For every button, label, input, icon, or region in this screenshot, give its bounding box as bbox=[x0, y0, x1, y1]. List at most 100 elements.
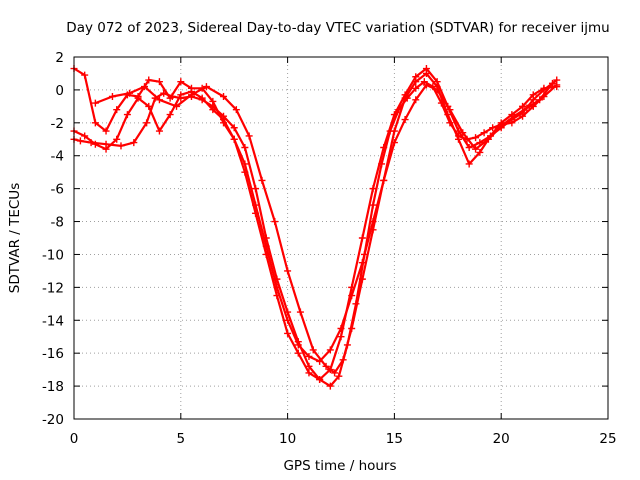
data-point-marker bbox=[271, 218, 279, 226]
data-point-marker bbox=[245, 132, 253, 140]
data-point-marker bbox=[380, 144, 388, 151]
data-point-marker bbox=[220, 119, 228, 127]
data-point-marker bbox=[390, 111, 398, 119]
data-point-marker bbox=[241, 144, 249, 151]
data-point-marker bbox=[177, 78, 185, 86]
data-point-marker bbox=[123, 111, 131, 119]
x-tick-label: 0 bbox=[70, 431, 79, 447]
data-point-marker bbox=[519, 102, 527, 110]
data-point-marker bbox=[309, 346, 317, 354]
data-point-marker bbox=[358, 259, 366, 267]
data-point-marker bbox=[523, 104, 531, 112]
data-point-marker bbox=[258, 176, 266, 184]
series-line bbox=[72, 67, 558, 381]
data-point-marker bbox=[358, 275, 366, 283]
data-point-marker bbox=[155, 96, 163, 104]
x-tick-label: 25 bbox=[599, 431, 616, 447]
series-line bbox=[94, 82, 554, 374]
x-tick-label: 10 bbox=[279, 431, 296, 447]
data-point-marker bbox=[241, 160, 249, 168]
data-point-marker bbox=[390, 139, 398, 147]
data-point-marker bbox=[465, 144, 473, 151]
data-point-marker bbox=[305, 369, 313, 377]
data-point-marker bbox=[145, 102, 153, 110]
data-point-marker bbox=[444, 111, 452, 119]
y-tick-label: -4 bbox=[51, 149, 64, 165]
data-point-marker bbox=[273, 283, 281, 291]
data-point-marker bbox=[166, 94, 174, 102]
data-point-marker bbox=[187, 84, 195, 92]
data-point-marker bbox=[155, 127, 163, 135]
data-point-marker bbox=[284, 329, 292, 337]
data-point-marker bbox=[326, 382, 334, 390]
data-point-marker bbox=[91, 99, 99, 107]
data-point-marker bbox=[316, 376, 324, 384]
y-tick-label: -14 bbox=[42, 313, 64, 329]
data-point-marker bbox=[230, 135, 238, 143]
data-point-marker bbox=[76, 137, 84, 145]
data-point-marker bbox=[91, 140, 99, 148]
data-point-marker bbox=[339, 356, 347, 364]
data-point-marker bbox=[348, 292, 356, 300]
data-point-marker bbox=[140, 83, 148, 91]
y-axis-label: SDTVAR / TECUs bbox=[7, 183, 23, 293]
chart-title: Day 072 of 2023, Sidereal Day-to-day VTE… bbox=[66, 20, 609, 36]
data-point-marker bbox=[294, 341, 302, 349]
data-point-marker bbox=[446, 106, 454, 114]
series-line bbox=[72, 67, 558, 363]
x-tick-label: 20 bbox=[493, 431, 510, 447]
data-point-marker bbox=[108, 92, 116, 100]
data-point-marker bbox=[337, 325, 345, 332]
series-satellite-track-a bbox=[70, 78, 561, 390]
data-point-marker bbox=[173, 102, 181, 110]
data-point-marker bbox=[209, 106, 217, 114]
x-tick-label: 5 bbox=[177, 431, 186, 447]
data-point-marker bbox=[510, 112, 518, 120]
data-point-marker bbox=[252, 185, 260, 193]
data-point-marker bbox=[143, 119, 151, 127]
data-point-marker bbox=[232, 106, 240, 114]
data-point-marker bbox=[422, 69, 430, 77]
data-point-marker bbox=[480, 129, 488, 137]
data-point-marker bbox=[134, 92, 142, 100]
grid bbox=[74, 57, 608, 419]
data-point-marker bbox=[358, 234, 366, 242]
data-point-marker bbox=[294, 349, 302, 357]
data-series bbox=[70, 65, 561, 390]
data-point-marker bbox=[553, 76, 561, 84]
y-tick-label: -2 bbox=[51, 116, 64, 132]
data-point-marker bbox=[230, 124, 238, 132]
y-tick-label: 2 bbox=[55, 50, 64, 66]
series-line bbox=[72, 80, 558, 388]
data-point-marker bbox=[459, 129, 467, 137]
data-point-marker bbox=[335, 372, 343, 380]
data-point-marker bbox=[322, 362, 330, 370]
x-axis-label: GPS time / hours bbox=[283, 458, 396, 474]
data-point-marker bbox=[331, 369, 339, 377]
data-point-marker bbox=[284, 316, 292, 324]
data-point-marker bbox=[536, 96, 544, 104]
data-point-marker bbox=[102, 127, 110, 135]
data-point-marker bbox=[489, 124, 497, 132]
data-point-marker bbox=[548, 79, 556, 87]
y-tick-label: -20 bbox=[42, 412, 64, 428]
data-point-marker bbox=[81, 71, 89, 79]
data-point-marker bbox=[390, 127, 398, 135]
data-point-marker bbox=[380, 176, 388, 184]
data-point-marker bbox=[497, 122, 505, 130]
data-point-marker bbox=[220, 92, 228, 100]
data-point-marker bbox=[113, 106, 121, 114]
plot-frame bbox=[73, 56, 609, 420]
data-point-marker bbox=[412, 78, 420, 86]
data-point-marker bbox=[145, 76, 153, 84]
data-point-marker bbox=[81, 132, 89, 140]
data-point-marker bbox=[540, 84, 548, 92]
y-tick-label: -12 bbox=[42, 280, 64, 296]
data-point-marker bbox=[422, 81, 430, 89]
data-point-marker bbox=[202, 83, 210, 91]
data-point-marker bbox=[369, 226, 377, 234]
data-point-marker bbox=[369, 185, 377, 193]
y-tick-label: -8 bbox=[51, 215, 64, 231]
data-point-marker bbox=[305, 352, 313, 360]
